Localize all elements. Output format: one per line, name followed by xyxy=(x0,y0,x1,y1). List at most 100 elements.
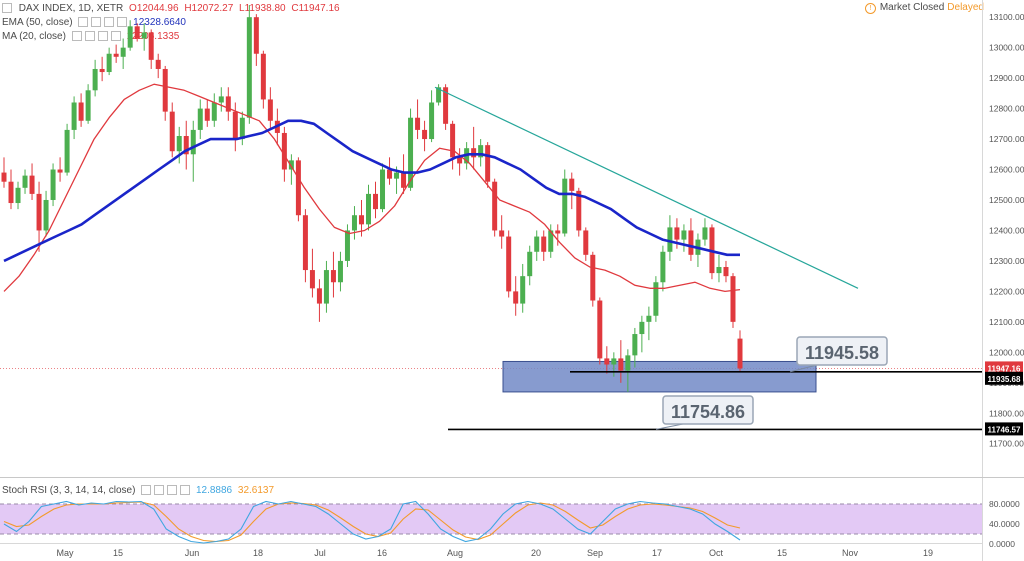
low-value: L11938.80 xyxy=(239,3,286,14)
callout-box xyxy=(662,395,754,425)
remove-icon[interactable] xyxy=(167,485,178,496)
candle-body xyxy=(415,117,421,130)
candle-body xyxy=(478,145,484,158)
remove-icon[interactable] xyxy=(104,17,115,28)
open-number: 12044.96 xyxy=(136,3,179,14)
candle-body xyxy=(632,334,638,356)
candle-body xyxy=(527,251,533,277)
candle-body xyxy=(450,123,456,158)
candle-body xyxy=(688,230,694,255)
time-tick-label: Jun xyxy=(185,548,200,558)
visibility-icon[interactable] xyxy=(78,17,89,28)
stoch-legend[interactable]: Stoch RSI (3, 3, 14, 14, close) 12.8886 … xyxy=(2,484,274,497)
candle-body xyxy=(204,108,210,121)
price-tick-label: 12300.00 xyxy=(989,256,1024,266)
candle-body xyxy=(36,193,42,231)
visibility-icon[interactable] xyxy=(71,31,82,42)
candle-body xyxy=(583,230,589,255)
candle-body xyxy=(408,117,414,188)
time-tick-label: Jul xyxy=(314,548,326,558)
candle-body xyxy=(141,32,147,39)
candle-body xyxy=(281,132,287,170)
candle-body xyxy=(457,157,463,164)
price-tick-label: 12400.00 xyxy=(989,225,1024,235)
delayed-badge: Delayed xyxy=(947,2,984,13)
callout-pointer xyxy=(789,364,818,373)
remove-icon[interactable] xyxy=(97,31,108,42)
settings-icon[interactable] xyxy=(91,17,102,28)
time-tick-label: Sep xyxy=(587,548,603,558)
candle-body xyxy=(716,267,722,274)
candle-body xyxy=(232,111,238,140)
level-tag: 11935.68 xyxy=(988,375,1021,384)
ema-label: EMA (50, close) xyxy=(2,17,73,28)
price-tick-label: 11800.00 xyxy=(989,408,1024,418)
candle-body xyxy=(380,169,386,210)
stoch-label: Stoch RSI (3, 3, 14, 14, close) xyxy=(2,485,136,496)
more-icon[interactable] xyxy=(110,31,121,42)
candle-body xyxy=(127,26,133,48)
candle-body xyxy=(639,321,645,335)
candle-body xyxy=(401,172,407,188)
trendline xyxy=(434,86,859,289)
more-icon[interactable] xyxy=(117,17,128,28)
price-tick-label: 12200.00 xyxy=(989,286,1024,296)
candle-body xyxy=(71,102,77,130)
candle-body xyxy=(358,215,364,225)
candle-body xyxy=(225,96,231,112)
time-tick-label: 15 xyxy=(777,548,787,558)
candle-body xyxy=(337,260,343,283)
candle-body xyxy=(288,160,294,170)
candle-body xyxy=(499,230,505,237)
candle-body xyxy=(22,175,28,188)
stoch-tick-label: 80.0000 xyxy=(989,499,1020,509)
more-icon[interactable] xyxy=(180,485,191,496)
time-tick-label: Nov xyxy=(842,548,859,558)
time-tick-label: 19 xyxy=(923,548,933,558)
candle-body xyxy=(485,145,491,182)
collapse-icon[interactable] xyxy=(2,3,12,14)
candle-body xyxy=(15,187,21,204)
time-tick-label: May xyxy=(56,548,74,558)
stoch-tick-label: 40.0000 xyxy=(989,519,1020,529)
ema-50-line xyxy=(3,119,740,263)
candle-body xyxy=(57,169,63,173)
open-value: O12044.96 xyxy=(129,3,179,14)
stoch-k-value: 12.8886 xyxy=(195,485,233,496)
ma-label: MA (20, close) xyxy=(2,31,66,42)
ema-legend[interactable]: EMA (50, close) 12328.6640 xyxy=(2,16,186,29)
candle-body xyxy=(730,276,736,322)
candle-body xyxy=(92,68,98,91)
clock-icon: ! xyxy=(864,3,876,14)
level-tag-bg xyxy=(985,371,1023,385)
time-tick-label: Aug xyxy=(447,548,463,558)
price-tick-label: 13100.00 xyxy=(989,12,1024,22)
candle-body xyxy=(548,230,554,252)
candle-body xyxy=(246,17,252,118)
candle-body xyxy=(309,270,315,289)
settings-icon[interactable] xyxy=(84,31,95,42)
candle-body xyxy=(43,199,49,231)
candle-body xyxy=(562,178,568,234)
visibility-icon[interactable] xyxy=(141,485,152,496)
candle-body xyxy=(99,68,105,73)
candle-body xyxy=(134,26,140,39)
price-tick-label: 11700.00 xyxy=(989,439,1024,449)
candle-body xyxy=(394,172,400,179)
candle-body xyxy=(169,111,175,152)
candle-body xyxy=(365,193,371,225)
candle-body xyxy=(625,355,631,371)
settings-icon[interactable] xyxy=(154,485,165,496)
candle-body xyxy=(681,230,687,240)
price-tick-label: 12600.00 xyxy=(989,165,1024,175)
market-status-text: Market Closed xyxy=(879,2,945,13)
candle-body xyxy=(253,17,259,54)
candle-body xyxy=(429,102,435,140)
candle-body xyxy=(344,230,350,261)
time-tick-label: 18 xyxy=(253,548,263,558)
candle-body xyxy=(330,270,336,283)
candle-body xyxy=(443,87,449,124)
market-status: ! Market Closed Delayed xyxy=(864,2,984,14)
price-tick-label: 12000.00 xyxy=(989,347,1024,357)
